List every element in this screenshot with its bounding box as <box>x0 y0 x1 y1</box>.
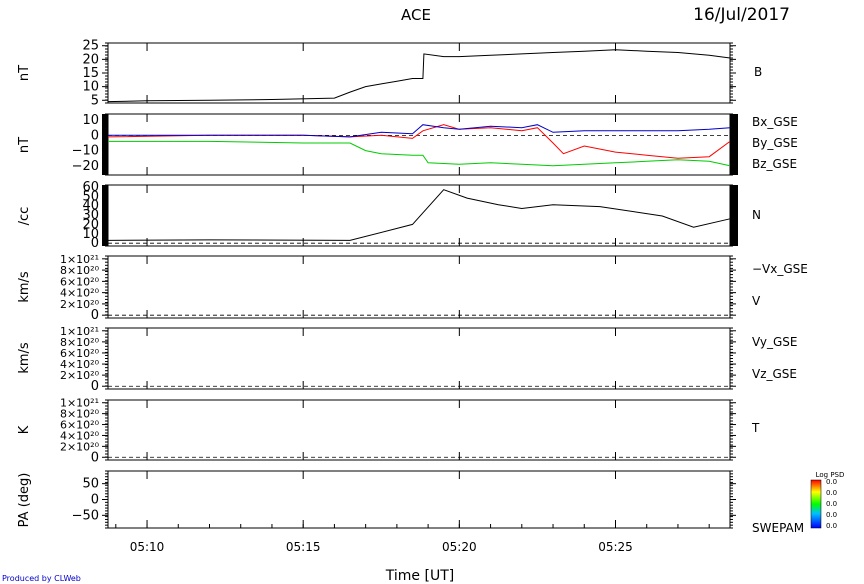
ytick-label: 8×10²⁰ <box>60 408 100 421</box>
ytick-label: 0 <box>91 128 99 143</box>
ytick-label: 10 <box>82 227 99 242</box>
ytick-label: 15 <box>82 66 99 81</box>
ytick-label: 0 <box>91 379 99 394</box>
ytick-label: 0 <box>91 236 99 251</box>
panel-frame-PA <box>107 470 731 529</box>
xaxis-title: Time [UT] <box>385 568 454 584</box>
ytick-label: 10 <box>82 80 99 95</box>
legend-label: By_GSE <box>752 136 798 150</box>
ytick-label: 6×10²⁰ <box>60 347 100 360</box>
ytick-label: −10 <box>72 144 99 159</box>
ytick-label: 25 <box>82 39 99 54</box>
ytick-label: 0 <box>91 493 99 508</box>
ytick-label: 40 <box>82 199 99 214</box>
colorbar: Log PSD 0.0 0.0 0.0 0.0 0.0 <box>810 471 845 530</box>
date-label: 16/Jul/2017 <box>693 5 790 25</box>
ytick-label: 4×10²⁰ <box>60 287 100 300</box>
axis-bar-left <box>102 185 108 246</box>
ytick-label: 10 <box>82 113 99 128</box>
panel-frame-Vx <box>107 255 731 319</box>
legend-label: Vy_GSE <box>752 335 798 349</box>
xtick-label: 05:20 <box>442 540 477 554</box>
ytick-label: 0 <box>91 450 99 465</box>
ytick-label: 20 <box>82 217 99 232</box>
ytick-label: 50 <box>82 477 99 492</box>
legend-label: V <box>752 294 761 308</box>
ytick-label: 2×10²⁰ <box>60 298 100 311</box>
ytick-label: 20 <box>82 52 99 67</box>
ytick-label: 60 <box>82 180 99 195</box>
ylabel-PA: PA (deg) <box>17 473 32 528</box>
ylabel-B_GSE: nT <box>17 137 32 153</box>
legend-label: B <box>754 65 762 79</box>
colorbar-tick-label: 0.0 <box>826 489 837 497</box>
ytick-label: 30 <box>82 208 99 223</box>
ytick-label: 8×10²⁰ <box>60 264 100 277</box>
panel-frame-B_GSE <box>107 113 731 176</box>
colorbar-gradient <box>810 479 822 529</box>
ytick-label: 4×10²⁰ <box>60 429 100 442</box>
ylabel-T: K <box>17 425 32 434</box>
ytick-label: 1×10²¹ <box>60 325 99 338</box>
colorbar-title: Log PSD <box>816 471 845 479</box>
legend-label: −Vx_GSE <box>752 262 808 276</box>
mission-title: ACE <box>401 6 431 24</box>
ytick-label: 4×10²⁰ <box>60 358 100 371</box>
xtick-label: 05:10 <box>130 540 165 554</box>
legend-label: Bz_GSE <box>752 157 797 171</box>
legend-label: T <box>751 421 760 435</box>
ytick-label: −50 <box>72 508 99 523</box>
panel-frame-N <box>107 184 731 247</box>
colorbar-tick-label: 0.0 <box>826 500 837 508</box>
panel-frame-Vyz <box>107 327 731 390</box>
ytick-label: −20 <box>72 159 99 174</box>
ylabel-Vyz: km/s <box>17 342 32 374</box>
colorbar-tick-label: 0.0 <box>826 478 837 486</box>
ytick-label: 0 <box>91 308 99 323</box>
xtick-label: 05:25 <box>598 540 633 554</box>
series-line-bz-gse <box>108 124 731 138</box>
ytick-label: 1×10²¹ <box>60 253 99 266</box>
ytick-label: 6×10²⁰ <box>60 275 100 288</box>
ylabel-Vx: km/s <box>17 271 32 303</box>
ytick-label: 50 <box>82 189 99 204</box>
ytick-label: 5 <box>91 93 99 108</box>
ytick-label: 8×10²⁰ <box>60 336 100 349</box>
ytick-label: 1×10²¹ <box>60 397 99 410</box>
credit-label: Produced by CLWeb <box>2 574 81 583</box>
series-line-b <box>107 49 731 103</box>
colorbar-tick-label: 0.0 <box>826 511 837 519</box>
axis-bar-right <box>730 185 738 246</box>
series-line-by-gse <box>108 140 731 167</box>
legend-label: Vz_GSE <box>752 367 797 381</box>
ytick-label: 6×10²⁰ <box>60 419 100 432</box>
colorbar-tick-label: 0.0 <box>826 522 837 530</box>
panel-frame-T <box>107 399 731 461</box>
axis-bar-right <box>730 114 738 175</box>
legend-label: SWEPAM <box>752 521 804 535</box>
ytick-label: 2×10²⁰ <box>60 440 100 453</box>
ylabel-N: /cc <box>17 207 32 226</box>
ylabel-B: nT <box>17 65 32 81</box>
series-line-n <box>107 189 731 241</box>
panel-frame-B <box>107 42 731 104</box>
ytick-label: 2×10²⁰ <box>60 369 100 382</box>
xtick-label: 05:15 <box>286 540 321 554</box>
axis-bar-left <box>102 114 108 175</box>
legend-label: Bx_GSE <box>752 115 798 129</box>
legend-label: N <box>752 208 761 222</box>
